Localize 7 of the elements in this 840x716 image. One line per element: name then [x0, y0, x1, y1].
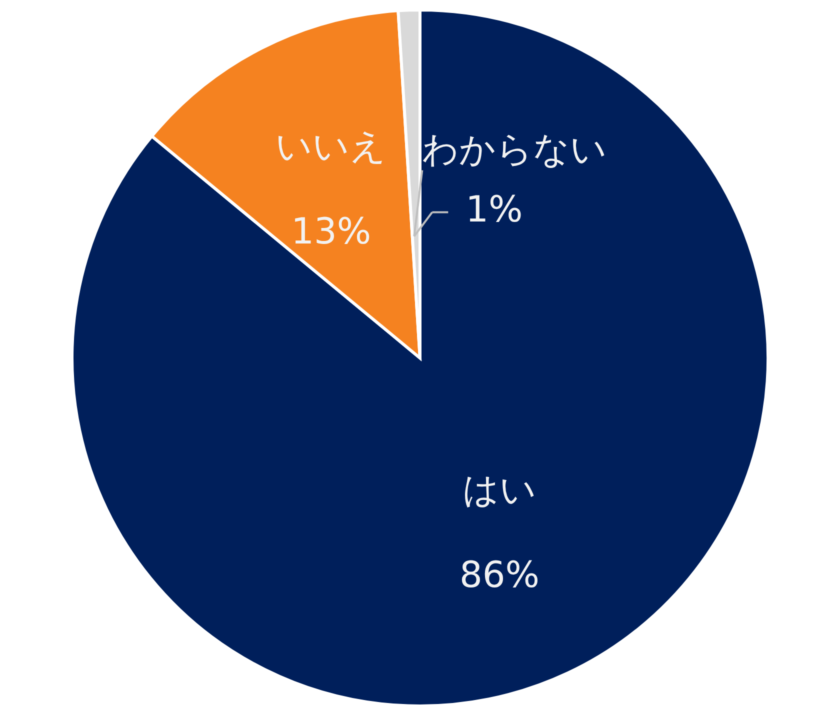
data-label: 13%	[291, 211, 372, 252]
data-label: 86%	[459, 555, 540, 596]
slice-label: いいえ	[276, 126, 387, 168]
slice-label: わからない	[422, 129, 608, 170]
pie-slice	[70, 8, 770, 707]
data-label: 1%	[466, 189, 523, 230]
slice-label: はい	[462, 470, 536, 512]
